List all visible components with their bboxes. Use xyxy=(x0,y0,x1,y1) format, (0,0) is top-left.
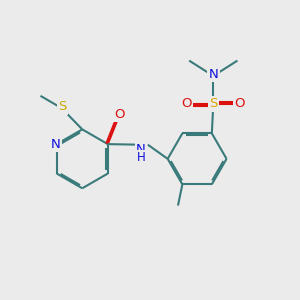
Text: S: S xyxy=(58,100,66,113)
Text: O: O xyxy=(235,98,245,110)
Text: N: N xyxy=(50,138,60,151)
Text: H: H xyxy=(137,151,146,164)
Text: O: O xyxy=(114,108,125,121)
Text: N: N xyxy=(208,68,218,81)
Text: S: S xyxy=(209,98,218,110)
Text: N: N xyxy=(136,143,146,157)
Text: O: O xyxy=(182,98,192,110)
